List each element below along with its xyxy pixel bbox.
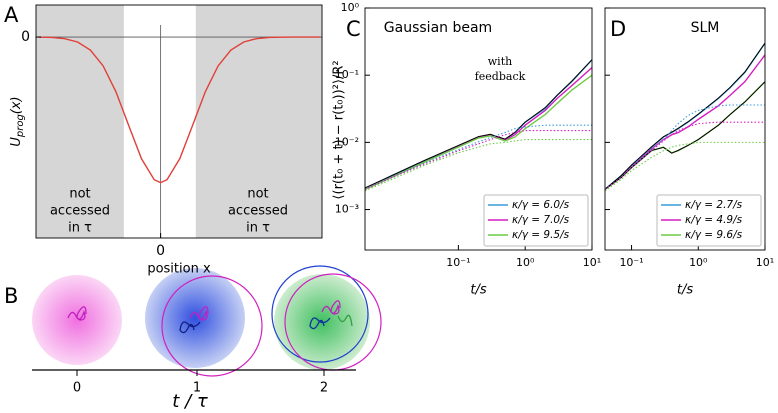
panel-label: D <box>610 17 626 41</box>
plot-frame <box>604 7 766 251</box>
static-curve <box>365 139 592 192</box>
plot-frame <box>35 4 323 239</box>
static-curve <box>605 104 765 190</box>
trajectory <box>337 314 353 327</box>
legend-label: κ/γ = 6.0/s <box>512 199 570 211</box>
x-axis-label: position x <box>147 262 211 277</box>
particle-cloud <box>32 275 122 365</box>
annotation: in τ <box>68 221 92 236</box>
curve <box>39 36 321 184</box>
y-tick-label: 10⁻¹ <box>335 68 359 81</box>
x-tick-label: 10⁰ <box>689 256 708 269</box>
trajectory <box>189 306 209 321</box>
panel-label: C <box>346 17 361 41</box>
annotation: in τ <box>246 221 270 236</box>
legend-label: κ/γ = 2.7/s <box>685 199 743 211</box>
panel-label: A <box>4 3 19 27</box>
tick-label: 2 <box>320 381 328 396</box>
trap-outline <box>161 275 263 377</box>
legend-label: κ/γ = 9.6/s <box>685 229 743 241</box>
plot-frame <box>364 7 593 251</box>
curve <box>365 74 592 190</box>
static-curve <box>605 121 765 190</box>
x-axis-label: t/s <box>677 283 693 298</box>
x-tick-label: 10⁰ <box>516 256 535 269</box>
chart-title: Gaussian beam <box>384 20 492 36</box>
curve <box>365 67 592 190</box>
shaded-region <box>195 5 322 238</box>
y-axis-label: Uprog(x) <box>9 96 27 146</box>
legend-label: κ/γ = 4.9/s <box>685 214 743 226</box>
legend-label: κ/γ = 7.0/s <box>512 214 570 226</box>
x-tick-label: 10¹ <box>756 256 774 269</box>
annotation: not <box>69 187 90 202</box>
x-axis-label: t/s <box>470 283 486 298</box>
annotation: feedback <box>475 70 526 83</box>
y-axis-label: ⟨(r(t₀ + t) − r(t₀))²⟩/R² <box>332 60 347 199</box>
static-curve <box>365 129 592 190</box>
x-tick-label: 10⁻¹ <box>619 256 643 269</box>
y-tick-label: 10⁻³ <box>335 203 359 216</box>
tick-label: 1 <box>193 381 201 396</box>
chart: 10⁻¹ 10⁰ 10¹ D SLM t/s κ/γ = 2.7/s κ/γ = 4.9/s κ… <box>604 7 774 298</box>
curve <box>605 81 765 190</box>
static-curve <box>365 124 592 190</box>
annotation: not <box>247 187 268 202</box>
y-tick-label: 0 <box>21 29 30 45</box>
label-part: prog <box>15 114 26 138</box>
trajectory <box>321 300 341 315</box>
legend-label: κ/γ = 9.5/s <box>512 229 570 241</box>
chart: 10⁻¹ 10⁰ 10¹ 10⁻³ 10⁻² 10⁻¹ 10⁰ C Gaussian beam t… <box>332 1 602 298</box>
particle-cloud <box>145 268 245 368</box>
curve <box>365 59 592 189</box>
x-tick-label: 0 <box>156 243 165 259</box>
trajectory <box>67 306 87 321</box>
legend-box <box>656 194 762 247</box>
label-part: (x) <box>9 96 24 114</box>
annotation: accessed <box>228 204 288 219</box>
x-tick-label: 10¹ <box>583 256 601 269</box>
trajectory <box>309 317 331 330</box>
chart-title: SLM <box>691 20 720 36</box>
static-curve <box>605 141 765 192</box>
annotation: accessed <box>50 204 110 219</box>
panel-label: B <box>4 284 18 308</box>
trap-outline <box>271 265 369 363</box>
curve <box>605 42 765 190</box>
y-tick-label: 10⁰ <box>341 1 360 14</box>
legend-box <box>483 194 589 247</box>
label-part: U <box>9 137 24 147</box>
annotation: with <box>488 55 512 68</box>
axis-label: t / τ <box>172 391 208 412</box>
y-tick-label: 10⁻² <box>335 135 359 148</box>
curve <box>605 81 765 190</box>
tick-label: 0 <box>73 381 81 396</box>
x-tick-label: 10⁻¹ <box>446 256 470 269</box>
trajectory <box>179 321 201 334</box>
panel-b: B t / τ <box>4 265 382 412</box>
